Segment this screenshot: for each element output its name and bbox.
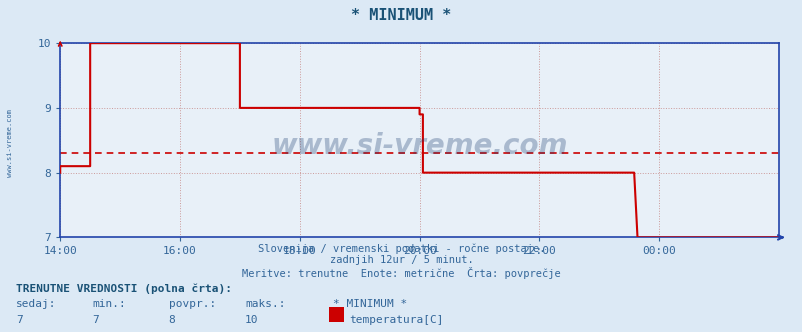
Text: Meritve: trenutne  Enote: metrične  Črta: povprečje: Meritve: trenutne Enote: metrične Črta: …: [242, 267, 560, 279]
Text: temperatura[C]: temperatura[C]: [349, 315, 444, 325]
Text: TRENUTNE VREDNOSTI (polna črta):: TRENUTNE VREDNOSTI (polna črta):: [16, 284, 232, 294]
Text: povpr.:: povpr.:: [168, 299, 216, 309]
Text: min.:: min.:: [92, 299, 126, 309]
Text: sedaj:: sedaj:: [16, 299, 56, 309]
Text: www.si-vreme.com: www.si-vreme.com: [271, 132, 567, 160]
Text: zadnjih 12ur / 5 minut.: zadnjih 12ur / 5 minut.: [329, 255, 473, 265]
Text: 10: 10: [245, 315, 258, 325]
Text: www.si-vreme.com: www.si-vreme.com: [6, 109, 13, 177]
Text: 8: 8: [168, 315, 175, 325]
Text: * MINIMUM *: * MINIMUM *: [333, 299, 407, 309]
Text: * MINIMUM *: * MINIMUM *: [351, 8, 451, 23]
Text: 7: 7: [92, 315, 99, 325]
Text: Slovenija / vremenski podatki - ročne postaje.: Slovenija / vremenski podatki - ročne po…: [257, 243, 545, 254]
Text: maks.:: maks.:: [245, 299, 285, 309]
Text: 7: 7: [16, 315, 22, 325]
